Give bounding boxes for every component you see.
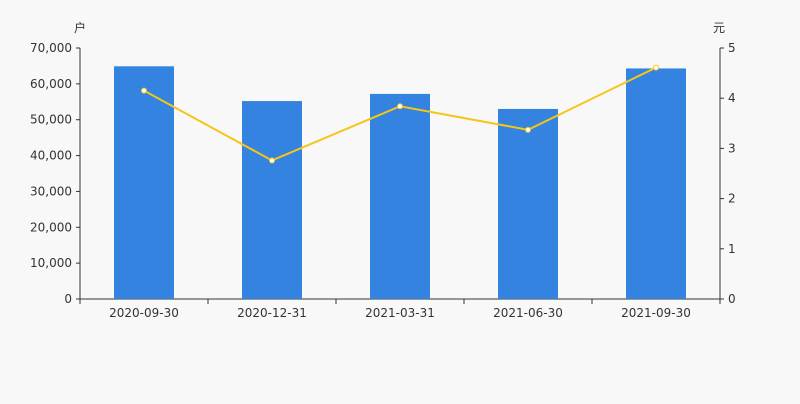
- bar: [498, 108, 558, 299]
- right-tick-label: 2: [728, 192, 736, 206]
- right-axis-unit: 元: [713, 21, 725, 35]
- left-tick-label: 20,000: [30, 220, 72, 234]
- right-tick-label: 3: [728, 141, 736, 155]
- bar: [370, 93, 430, 299]
- line-point: [397, 103, 403, 110]
- left-tick-label: 50,000: [30, 113, 72, 127]
- left-tick-label: 40,000: [30, 149, 72, 163]
- line-point: [653, 64, 659, 71]
- right-tick-label: 1: [728, 242, 736, 256]
- right-tick-label: 5: [728, 41, 736, 55]
- line-point: [525, 126, 531, 133]
- x-tick-label: 2021-03-31: [365, 306, 435, 320]
- left-tick-label: 10,000: [30, 256, 72, 270]
- left-tick-label: 0: [64, 292, 72, 306]
- x-tick-label: 2020-09-30: [109, 306, 179, 320]
- left-tick-label: 70,000: [30, 41, 72, 55]
- right-tick-label: 0: [728, 292, 736, 306]
- left-tick-label: 30,000: [30, 184, 72, 198]
- x-tick-label: 2021-06-30: [493, 306, 563, 320]
- right-tick-label: 4: [728, 91, 736, 105]
- left-axis-unit: 户: [74, 20, 86, 35]
- line-point: [141, 87, 147, 94]
- line-point: [269, 157, 275, 164]
- bar: [242, 101, 302, 299]
- bar: [114, 66, 174, 299]
- x-tick-label: 2020-12-31: [237, 306, 307, 320]
- x-tick-label: 2021-09-30: [621, 306, 691, 320]
- left-tick-label: 60,000: [30, 77, 72, 91]
- bar: [626, 68, 686, 299]
